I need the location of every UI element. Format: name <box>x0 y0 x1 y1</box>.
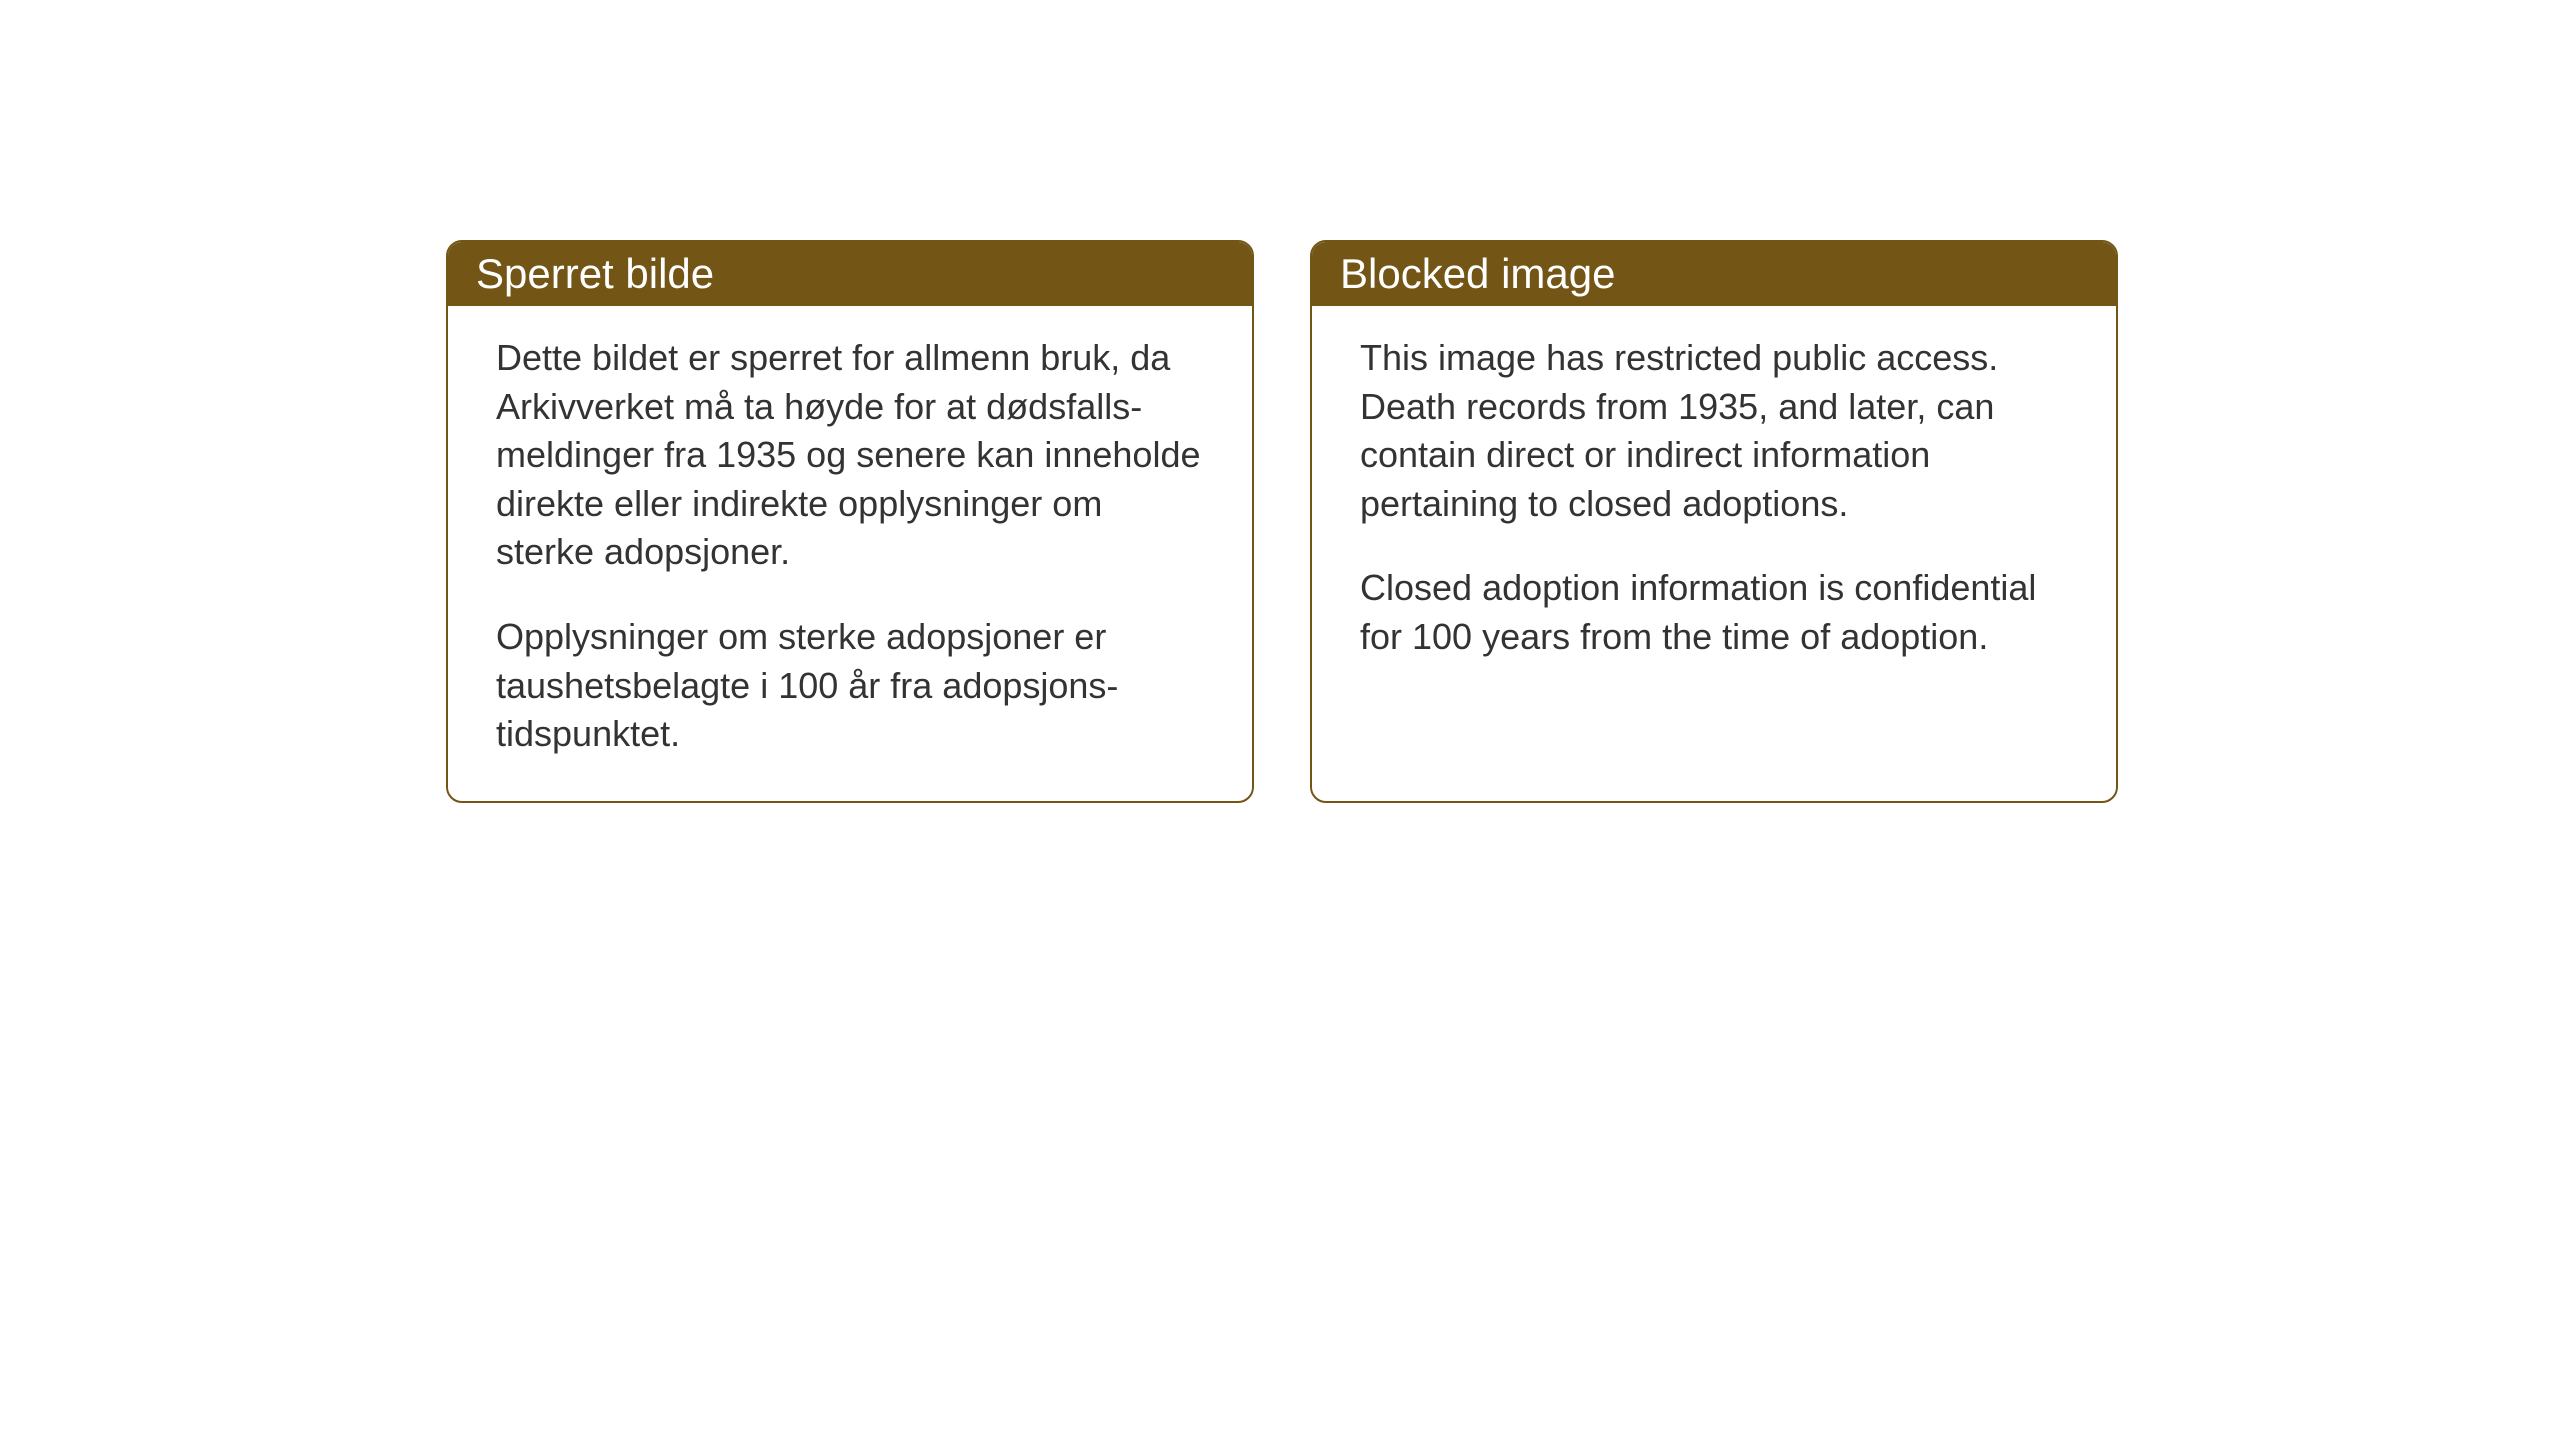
card-body-norwegian: Dette bildet er sperret for allmenn bruk… <box>448 306 1252 801</box>
card-paragraph: Closed adoption information is confident… <box>1360 564 2068 661</box>
card-paragraph: Dette bildet er sperret for allmenn bruk… <box>496 334 1204 577</box>
cards-container: Sperret bilde Dette bildet er sperret fo… <box>446 240 2118 803</box>
card-paragraph: This image has restricted public access.… <box>1360 334 2068 528</box>
card-title: Sperret bilde <box>476 250 714 297</box>
card-header-english: Blocked image <box>1312 242 2116 306</box>
card-title: Blocked image <box>1340 250 1615 297</box>
card-body-english: This image has restricted public access.… <box>1312 306 2116 704</box>
card-paragraph: Opplysninger om sterke adopsjoner er tau… <box>496 613 1204 759</box>
card-english: Blocked image This image has restricted … <box>1310 240 2118 803</box>
card-norwegian: Sperret bilde Dette bildet er sperret fo… <box>446 240 1254 803</box>
card-header-norwegian: Sperret bilde <box>448 242 1252 306</box>
